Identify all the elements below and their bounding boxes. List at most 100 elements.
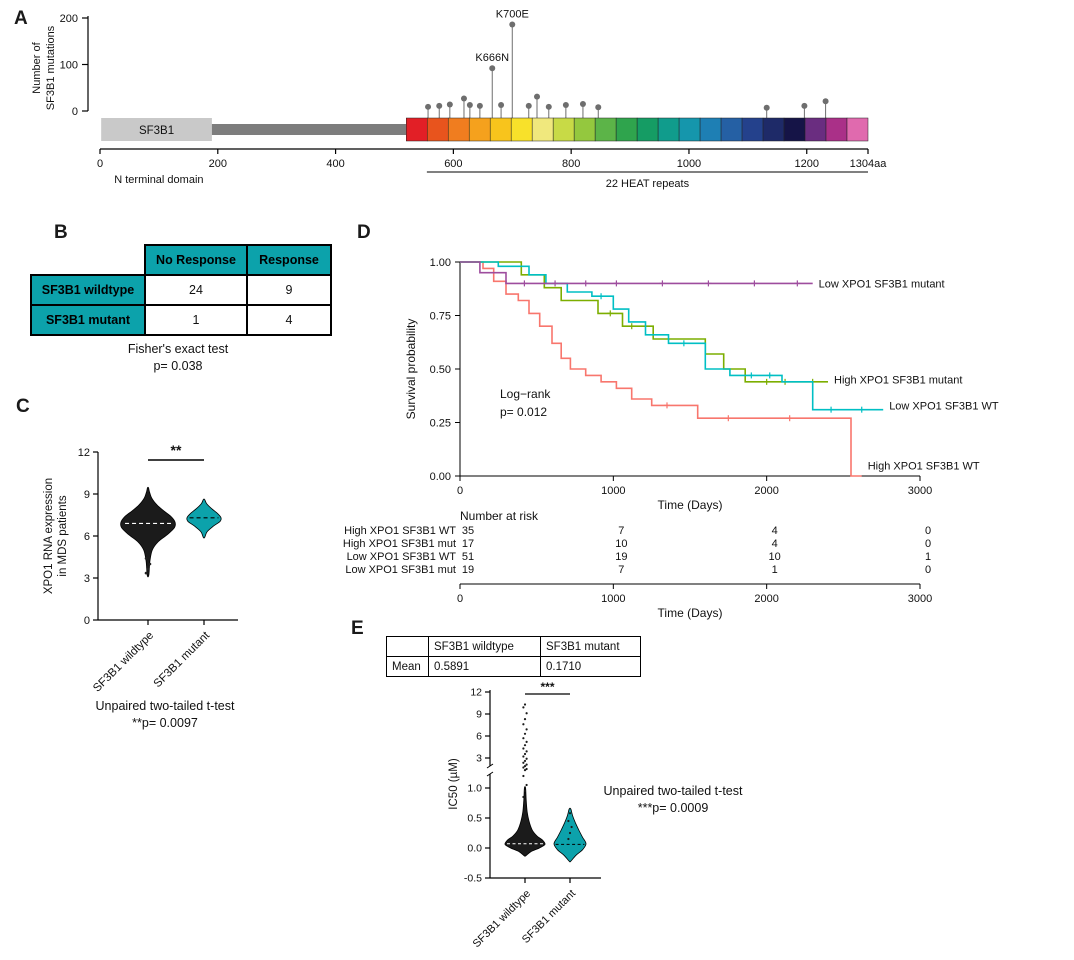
outlier-dot — [568, 812, 572, 815]
mutation-dot — [562, 101, 569, 108]
risk-count: 0 — [925, 564, 931, 576]
ttest-note-e: Unpaired two-tailed t-test ***p= 0.0009 — [553, 783, 793, 817]
fisher-test-caption: Fisher's exact test p= 0.038 — [30, 341, 326, 375]
outlier-dot — [522, 737, 525, 740]
outlier-dot — [523, 789, 527, 793]
mutation-dot — [476, 102, 483, 109]
axis-break-mark — [486, 771, 494, 777]
c-y-tick-label: 0 — [84, 615, 90, 627]
a-x-tick-label: 1000 — [677, 158, 701, 170]
mean-col-mutant: SF3B1 mutant — [540, 636, 641, 657]
mutation-label: K666N — [475, 52, 509, 64]
risk-count: 7 — [618, 564, 624, 576]
mutation-dot — [425, 103, 432, 110]
d-x-tick-label: 0 — [457, 485, 463, 497]
mutation-dot — [436, 102, 443, 109]
risk-count: 4 — [772, 525, 778, 537]
table-row: SF3B1 mutant 1 4 — [30, 304, 332, 336]
d-y-tick-label: 1.00 — [430, 257, 451, 269]
violin-wildtype — [504, 786, 546, 857]
e-y-tick-label: 6 — [476, 731, 482, 743]
mean-col-wildtype: SF3B1 wildtype — [428, 636, 541, 657]
outlier-dot — [525, 740, 528, 743]
d-y-tick-label: 0.50 — [430, 364, 451, 376]
outlier-dot — [567, 819, 570, 823]
c-y-tick-label: 12 — [78, 447, 90, 459]
row-header-sf3b1-mutant: SF3B1 mutant — [30, 304, 146, 336]
a-x-tick-label: 1304aa — [850, 158, 888, 170]
risk-x-tick-label: 3000 — [908, 593, 932, 605]
a-y-tick-label: 200 — [60, 13, 78, 25]
violin-wildtype — [120, 486, 176, 578]
heat-repeat-box — [636, 117, 659, 142]
risk-x-tick-label: 2000 — [754, 593, 778, 605]
risk-count: 0 — [925, 538, 931, 550]
d-y-tick-label: 0.75 — [430, 311, 451, 323]
outlier-dot — [522, 706, 525, 709]
a-x-tick-label: 200 — [209, 158, 227, 170]
col-header-no-response: No Response — [144, 244, 248, 276]
outlier-dot — [523, 744, 527, 747]
risk-count: 51 — [462, 551, 474, 563]
e-y-axis-title: IC50 (µM) — [448, 758, 460, 810]
sig-stars: ** — [171, 442, 182, 458]
table-row: SF3B1 wildtype 24 9 — [30, 274, 332, 306]
risk-count: 35 — [462, 525, 474, 537]
heat-repeat-box — [447, 117, 470, 142]
e-y-tick-label: 0.5 — [467, 813, 482, 825]
outlier-dot — [525, 750, 528, 753]
heat-repeat-box — [762, 117, 785, 142]
mutation-dot — [460, 95, 467, 102]
outlier-dot — [525, 767, 528, 771]
outlier-dot — [525, 728, 528, 731]
heat-repeat-box — [741, 117, 764, 142]
cell-wildtype-no-response: 24 — [144, 274, 248, 306]
km-curve — [460, 261, 828, 383]
logrank-pvalue: p= 0.012 — [500, 405, 547, 419]
c-x-label: SF3B1 wildtype — [91, 630, 156, 695]
risk-x-axis-title: Time (Days) — [658, 606, 723, 620]
heat-repeat-box — [426, 117, 449, 142]
mutation-dot — [498, 101, 505, 108]
mutation-dot — [534, 93, 541, 100]
e-y-tick-label: 1.0 — [467, 783, 482, 795]
sf3b1-domain-label: SF3B1 — [139, 125, 174, 137]
cell-wildtype-response: 9 — [246, 274, 332, 306]
c-y-tick-label: 6 — [84, 531, 90, 543]
axis-break-mark — [486, 763, 494, 769]
heat-repeat-box — [468, 117, 491, 142]
a-x-tick-label: 400 — [326, 158, 344, 170]
n-terminal-caption: N terminal domain — [114, 174, 203, 186]
row-header-sf3b1-wildtype: SF3B1 wildtype — [30, 274, 146, 306]
a-y-tick-label: 0 — [72, 106, 78, 118]
outlier-dot — [523, 752, 527, 756]
d-x-tick-label: 1000 — [601, 485, 625, 497]
heat-repeat-box — [657, 117, 680, 142]
outlier-dot — [523, 764, 527, 768]
a-x-tick-label: 0 — [97, 158, 103, 170]
risk-row-label: High XPO1 SF3B1 WT — [344, 525, 456, 537]
mutation-dot — [763, 104, 770, 111]
outlier-dot — [522, 766, 525, 769]
mutation-dot — [466, 101, 473, 108]
outlier-dot — [522, 795, 525, 799]
outlier-dot — [522, 755, 525, 758]
outlier-dot — [523, 718, 527, 721]
outlier-dot — [523, 732, 527, 735]
risk-row-label: Low XPO1 SF3B1 mut — [345, 564, 456, 576]
risk-count: 10 — [769, 551, 781, 563]
logrank-label: Log−rank — [500, 387, 551, 401]
sig-stars: *** — [540, 680, 554, 694]
heat-repeat-box — [678, 117, 701, 142]
ttest-e-pvalue: ***p= 0.0009 — [637, 800, 709, 815]
outlier-dot — [525, 757, 528, 760]
panel-label-d: D — [357, 222, 371, 243]
violin-mutant — [553, 807, 587, 863]
heat-repeat-box — [825, 117, 848, 142]
c-y-tick-label: 9 — [84, 489, 90, 501]
response-contingency-table: No Response Response SF3B1 wildtype 24 9… — [30, 244, 332, 336]
ttest-e-line1: Unpaired two-tailed t-test — [603, 784, 743, 798]
